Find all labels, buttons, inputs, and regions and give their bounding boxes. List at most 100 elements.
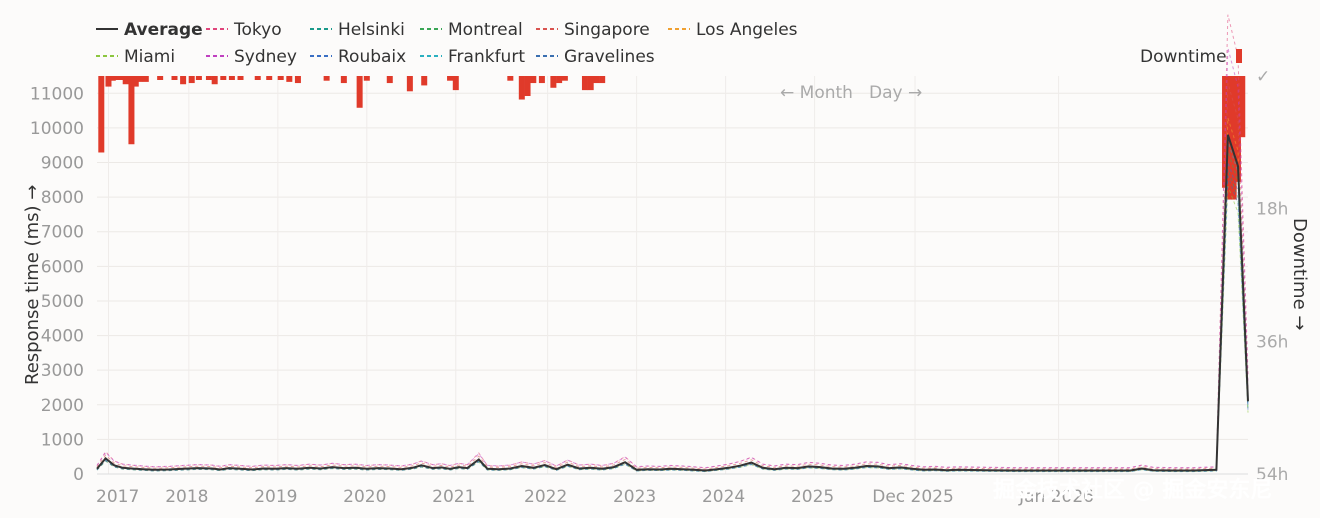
legend-entry: Frankfurt: [448, 47, 525, 67]
series-line-roubaix: [96, 161, 1249, 472]
y-axis-ticks: 0 1000 2000 3000 4000 5000 6000 7000 8000 9000 100…: [30, 84, 84, 485]
downtime-bar: [286, 76, 293, 82]
x-tick-label: 2017: [96, 487, 139, 507]
downtime-bar: [157, 76, 164, 80]
downtime-bar: [98, 76, 105, 153]
legend-entry: Montreal: [448, 20, 523, 40]
y-tick-label: 1000: [41, 430, 84, 450]
downtime-bar: [581, 76, 588, 91]
prev-month-link[interactable]: ← Month: [780, 83, 853, 103]
downtime-bar: [556, 76, 563, 84]
y-tick-label: 8000: [41, 188, 84, 208]
x-tick-label: 2023: [613, 487, 656, 507]
downtime-bar: [180, 76, 187, 85]
downtime-bar: [132, 76, 139, 87]
legend-entry: Sydney: [234, 47, 297, 67]
downtime-bar: [406, 76, 413, 92]
x-tick-label: 2025: [791, 487, 834, 507]
downtime-bar: [114, 76, 121, 80]
series-line-singapore: [96, 82, 1249, 470]
downtime-bar: [550, 76, 557, 88]
legend-entry: Los Angeles: [696, 20, 798, 40]
x-tick-label: 2022: [524, 487, 567, 507]
downtime-bar: [363, 76, 370, 81]
y-tick-label: 5000: [41, 292, 84, 312]
legend-entry: Roubaix: [338, 47, 406, 67]
downtime-bar: [452, 76, 459, 91]
grid: [97, 76, 1248, 475]
downtime-bar: [518, 76, 525, 100]
series-line-frankfurt: [96, 141, 1249, 471]
downtime-legend-swatch: [1236, 49, 1242, 63]
downtime-bar: [294, 76, 301, 84]
right-tick-label: 36h: [1256, 332, 1288, 352]
downtime-bar: [593, 76, 600, 84]
downtime-bar: [1222, 76, 1229, 188]
downtime-bar: [118, 76, 125, 80]
downtime-bar: [205, 76, 212, 80]
series-line-miami: [96, 185, 1249, 472]
x-tick-label: 2018: [165, 487, 208, 507]
series-line-los-angeles: [96, 117, 1249, 471]
downtime-bar: [356, 76, 363, 108]
series-line-tokyo: [96, 14, 1249, 469]
downtime-bar: [171, 76, 178, 80]
right-axis-ticks: ✓ 18h 36h 54h: [1256, 67, 1288, 485]
downtime-bar: [386, 76, 393, 84]
x-axis-ticks: 2017 2018 2019 2020 2021 2022 2023 2024 2025 Dec …: [96, 487, 1094, 507]
right-tick-label: ✓: [1256, 67, 1270, 87]
y-tick-label: 11000: [30, 84, 84, 104]
downtime-bar: [1239, 76, 1246, 138]
downtime-bar: [507, 76, 514, 81]
series-line-montreal: [96, 151, 1249, 471]
next-day-link[interactable]: Day →: [869, 83, 922, 103]
y-tick-label: 2000: [41, 396, 84, 416]
downtime-bar: [587, 76, 594, 91]
legend-entry: Singapore: [564, 20, 650, 40]
y-tick-label: 9000: [41, 154, 84, 174]
y-axis-title: Response time (ms) →: [22, 185, 43, 385]
x-tick-label: 2020: [343, 487, 386, 507]
series-line-helsinki: [96, 169, 1249, 473]
downtime-bar: [220, 76, 227, 80]
downtime-bars: [98, 76, 1246, 200]
y-tick-label: 3000: [41, 361, 84, 381]
downtime-bar: [105, 76, 112, 87]
downtime-bar: [599, 76, 606, 84]
downtime-bar: [109, 76, 116, 81]
legend-entry: Average: [124, 20, 203, 40]
downtime-bar: [524, 76, 531, 97]
downtime-bar: [340, 76, 347, 84]
downtime-bar: [137, 76, 144, 82]
downtime-bar: [277, 76, 284, 80]
y-tick-label: 10000: [30, 119, 84, 139]
right-tick-label: 18h: [1256, 200, 1288, 220]
y-tick-label: 0: [73, 465, 84, 485]
downtime-bar: [538, 76, 545, 84]
downtime-bar: [195, 76, 202, 80]
series-line-gravelines: [96, 175, 1249, 473]
downtime-bar: [266, 76, 273, 80]
y-tick-label: 6000: [41, 257, 84, 277]
series-lines: [96, 14, 1249, 473]
downtime-bar: [421, 76, 428, 86]
downtime-bar: [254, 76, 261, 80]
downtime-bar: [228, 76, 235, 80]
y-tick-label: 4000: [41, 327, 84, 347]
series-line-average: [96, 134, 1249, 472]
downtime-bar: [188, 76, 195, 84]
x-tick-label: 2024: [702, 487, 745, 507]
right-axis-title: Downtime →: [1289, 218, 1310, 330]
downtime-bar: [237, 76, 244, 80]
legend-entry: Miami: [124, 47, 175, 67]
downtime-bar: [561, 76, 568, 81]
y-tick-label: 7000: [41, 223, 84, 243]
legend-entry: Helsinki: [338, 20, 405, 40]
downtime-bar: [323, 76, 330, 81]
downtime-bar: [122, 76, 129, 85]
right-tick-label: 54h: [1256, 465, 1288, 485]
legend-entry: Tokyo: [233, 20, 282, 40]
watermark-text: 掘金技术社区 @ 掘金安东尼: [993, 477, 1272, 503]
downtime-bar: [530, 76, 537, 84]
